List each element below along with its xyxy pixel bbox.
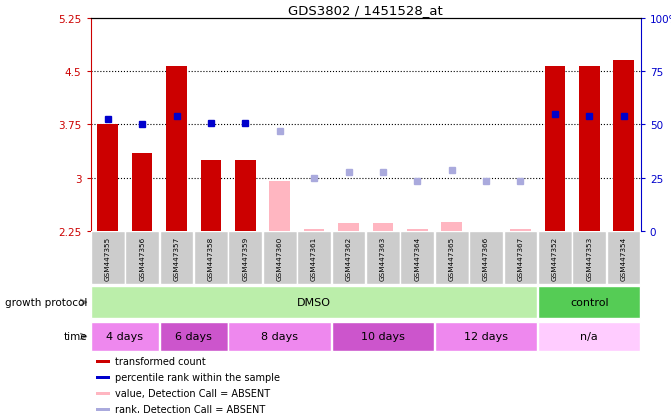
Text: GSM447365: GSM447365 bbox=[449, 236, 455, 280]
Text: GSM447367: GSM447367 bbox=[517, 236, 523, 280]
Text: GSM447357: GSM447357 bbox=[174, 236, 180, 280]
Bar bbox=[96, 376, 110, 379]
Text: rank, Detection Call = ABSENT: rank, Detection Call = ABSENT bbox=[115, 404, 266, 413]
Text: GSM447359: GSM447359 bbox=[242, 236, 248, 280]
Bar bbox=[407, 230, 427, 231]
Bar bbox=[97, 125, 118, 231]
Bar bbox=[263, 232, 297, 285]
Bar bbox=[91, 322, 159, 351]
Text: GSM447362: GSM447362 bbox=[346, 236, 352, 280]
Text: GSM447353: GSM447353 bbox=[586, 236, 592, 280]
Text: GSM447364: GSM447364 bbox=[414, 236, 420, 280]
Bar bbox=[469, 232, 503, 285]
Bar bbox=[96, 408, 110, 411]
Bar bbox=[297, 232, 331, 285]
Text: time: time bbox=[64, 332, 87, 342]
Bar bbox=[435, 322, 537, 351]
Bar bbox=[229, 232, 262, 285]
Bar bbox=[607, 232, 640, 285]
Bar bbox=[544, 67, 565, 231]
Bar bbox=[91, 287, 537, 318]
Text: 8 days: 8 days bbox=[261, 332, 298, 342]
Text: percentile rank within the sample: percentile rank within the sample bbox=[115, 372, 280, 382]
Bar bbox=[338, 223, 359, 231]
Bar bbox=[442, 222, 462, 231]
Bar bbox=[160, 232, 193, 285]
Text: GSM447356: GSM447356 bbox=[139, 236, 145, 280]
Bar bbox=[538, 232, 572, 285]
Text: 12 days: 12 days bbox=[464, 332, 508, 342]
Text: GSM447354: GSM447354 bbox=[621, 236, 627, 280]
Bar bbox=[269, 182, 290, 231]
Text: GSM447360: GSM447360 bbox=[276, 236, 282, 280]
Title: GDS3802 / 1451528_at: GDS3802 / 1451528_at bbox=[289, 5, 443, 17]
Text: n/a: n/a bbox=[580, 332, 598, 342]
Bar bbox=[235, 160, 256, 231]
Bar bbox=[96, 392, 110, 395]
Text: GSM447358: GSM447358 bbox=[208, 236, 214, 280]
Bar bbox=[401, 232, 434, 285]
Bar bbox=[91, 232, 125, 285]
Bar bbox=[435, 232, 468, 285]
Text: DMSO: DMSO bbox=[297, 297, 331, 308]
Text: GSM447366: GSM447366 bbox=[483, 236, 489, 280]
Bar bbox=[538, 287, 640, 318]
Text: 10 days: 10 days bbox=[361, 332, 405, 342]
Bar bbox=[125, 232, 159, 285]
Bar bbox=[613, 61, 634, 231]
Text: control: control bbox=[570, 297, 609, 308]
Text: GSM447361: GSM447361 bbox=[311, 236, 317, 280]
Bar bbox=[572, 232, 606, 285]
Bar bbox=[331, 322, 434, 351]
Text: 4 days: 4 days bbox=[107, 332, 144, 342]
Text: GSM447355: GSM447355 bbox=[105, 236, 111, 280]
Bar bbox=[194, 232, 227, 285]
Text: GSM447363: GSM447363 bbox=[380, 236, 386, 280]
Bar bbox=[304, 229, 324, 231]
Bar bbox=[579, 67, 599, 231]
Bar bbox=[510, 229, 531, 231]
Bar bbox=[538, 322, 640, 351]
Bar bbox=[166, 67, 187, 231]
Text: value, Detection Call = ABSENT: value, Detection Call = ABSENT bbox=[115, 388, 270, 398]
Text: GSM447352: GSM447352 bbox=[552, 236, 558, 280]
Bar bbox=[229, 322, 331, 351]
Text: 6 days: 6 days bbox=[175, 332, 212, 342]
Bar bbox=[366, 232, 400, 285]
Bar bbox=[160, 322, 227, 351]
Bar bbox=[132, 153, 152, 231]
Bar bbox=[96, 360, 110, 363]
Bar bbox=[476, 231, 497, 233]
Bar bbox=[201, 160, 221, 231]
Bar bbox=[504, 232, 537, 285]
Bar bbox=[372, 223, 393, 231]
Bar bbox=[331, 232, 365, 285]
Text: transformed count: transformed count bbox=[115, 356, 206, 366]
Text: growth protocol: growth protocol bbox=[5, 297, 87, 308]
